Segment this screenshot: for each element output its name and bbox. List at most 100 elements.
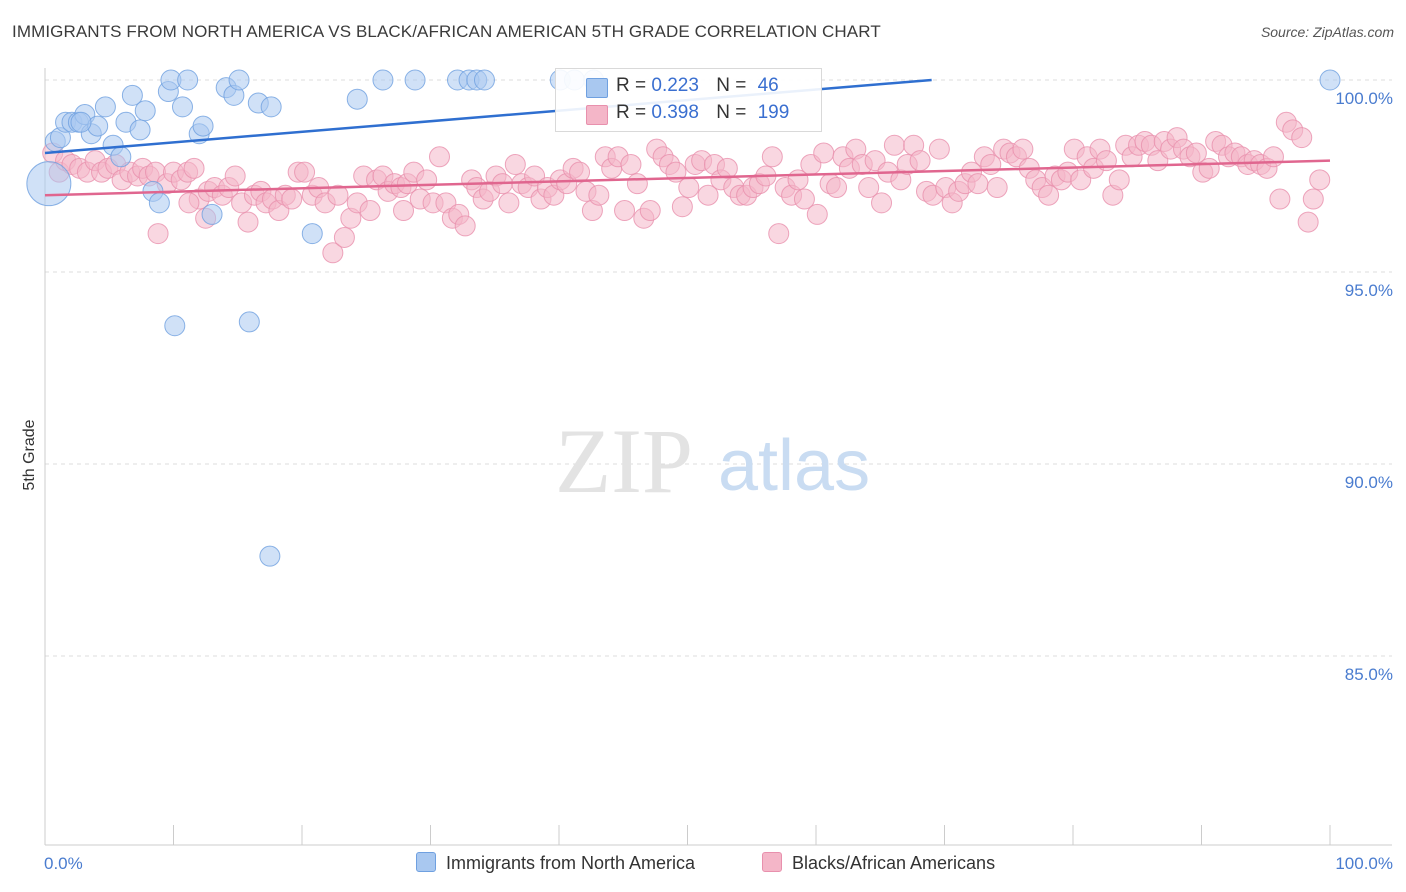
immigrants-point-25 bbox=[201, 203, 223, 225]
immigrants-point-31 bbox=[260, 96, 282, 118]
blacks-point-127 bbox=[858, 177, 880, 199]
blacks-point-39 bbox=[294, 161, 316, 183]
blacks-point-129 bbox=[871, 192, 893, 214]
blacks-point-180 bbox=[1198, 157, 1220, 179]
legend-swatch-immigrants bbox=[416, 852, 436, 872]
legend-swatch-blacks bbox=[762, 852, 782, 872]
y-tick-labels: 100.0% 95.0% 90.0% 85.0% bbox=[1335, 89, 1393, 684]
blacks-point-44 bbox=[327, 184, 349, 206]
immigrants-point-13 bbox=[121, 84, 143, 106]
blacks-point-196 bbox=[1302, 188, 1324, 210]
blacks-point-45 bbox=[333, 226, 355, 248]
legend-r-value: 0.398 bbox=[651, 102, 699, 123]
blacks-point-151 bbox=[1012, 138, 1034, 160]
immigrants-point-29 bbox=[238, 311, 260, 333]
blacks-point-58 bbox=[416, 169, 438, 191]
immigrants-point-11 bbox=[110, 146, 132, 168]
blacks-point-72 bbox=[504, 153, 526, 175]
blacks-point-122 bbox=[826, 177, 848, 199]
blacks-point-138 bbox=[928, 138, 950, 160]
blacks-point-147 bbox=[986, 177, 1008, 199]
blacks-point-91 bbox=[626, 173, 648, 195]
immigrants-point-20 bbox=[164, 315, 186, 337]
blacks-point-120 bbox=[813, 142, 835, 164]
immigrants-point-32 bbox=[259, 545, 281, 567]
source-label: Source: ZipAtlas.com bbox=[1260, 24, 1394, 40]
blacks-point-60 bbox=[428, 146, 450, 168]
blacks-point-71 bbox=[498, 192, 520, 214]
blacks-point-99 bbox=[678, 177, 700, 199]
blacks-point-37 bbox=[281, 188, 303, 210]
blacks-point-197 bbox=[1309, 169, 1331, 191]
immigrants-point-40 bbox=[473, 69, 495, 91]
legend-swatch-blue bbox=[586, 78, 608, 98]
immigrants-point-22 bbox=[177, 69, 199, 91]
legend-label-immigrants: Immigrants from North America bbox=[446, 853, 696, 873]
legend-item-immigrants: Immigrants from North America bbox=[416, 852, 695, 874]
blacks-point-85 bbox=[588, 184, 610, 206]
blacks-point-105 bbox=[716, 157, 738, 179]
blacks-point-144 bbox=[967, 173, 989, 195]
immigrants-point-34 bbox=[346, 88, 368, 110]
blacks-point-28 bbox=[224, 165, 246, 187]
blacks-point-16 bbox=[147, 223, 169, 245]
immigrants-point-36 bbox=[404, 69, 426, 91]
series-blacks-points bbox=[42, 111, 1331, 264]
immigrants-point-17 bbox=[148, 192, 170, 214]
immigrants-point-0 bbox=[26, 161, 72, 207]
legend-n-label: N = bbox=[716, 102, 747, 123]
y-tick-label-1: 95.0% bbox=[1345, 281, 1393, 300]
legend-n-value: 199 bbox=[757, 102, 790, 123]
stats-legend: R = 0.223 N = 46 R = 0.398 N = 199 bbox=[555, 68, 822, 132]
blacks-point-21 bbox=[183, 157, 205, 179]
watermark-zip: ZIP bbox=[555, 410, 693, 512]
watermark-atlas: atlas bbox=[718, 426, 870, 506]
legend-item-blacks: Blacks/African Americans bbox=[762, 852, 995, 874]
x-tick-label-1: 100.0% bbox=[1335, 854, 1393, 873]
blacks-point-64 bbox=[454, 215, 476, 237]
blacks-point-135 bbox=[909, 150, 931, 172]
blacks-point-195 bbox=[1297, 211, 1319, 233]
y-tick-label-3: 85.0% bbox=[1345, 665, 1393, 684]
immigrants-point-33 bbox=[301, 223, 323, 245]
legend-n-label: N = bbox=[716, 75, 747, 96]
blacks-point-93 bbox=[639, 200, 661, 222]
immigrants-point-35 bbox=[372, 69, 394, 91]
axes bbox=[44, 68, 1392, 846]
blacks-point-113 bbox=[768, 223, 790, 245]
blacks-point-155 bbox=[1038, 184, 1060, 206]
legend-n-value: 46 bbox=[757, 75, 779, 96]
blacks-point-199 bbox=[393, 200, 415, 222]
x-tick-label-0: 0.0% bbox=[44, 854, 83, 873]
immigrants-point-28 bbox=[228, 69, 250, 91]
legend-swatch-pink bbox=[586, 105, 608, 125]
y-tick-label-2: 90.0% bbox=[1345, 473, 1393, 492]
blacks-point-117 bbox=[793, 188, 815, 210]
blacks-point-119 bbox=[806, 203, 828, 225]
chart-title: IMMIGRANTS FROM NORTH AMERICA VS BLACK/A… bbox=[12, 22, 881, 41]
watermark: ZIP atlas bbox=[555, 410, 870, 512]
trend-line-blacks bbox=[44, 159, 1331, 197]
blacks-point-198 bbox=[178, 192, 200, 214]
blacks-point-131 bbox=[883, 134, 905, 156]
blacks-point-90 bbox=[620, 153, 642, 175]
blacks-point-82 bbox=[569, 161, 591, 183]
immigrants-point-44 bbox=[1319, 69, 1341, 91]
blacks-point-194 bbox=[1291, 127, 1313, 149]
blacks-point-166 bbox=[1108, 169, 1130, 191]
immigrants-point-45 bbox=[70, 111, 92, 133]
legend-r-value: 0.223 bbox=[651, 75, 699, 96]
immigrants-point-15 bbox=[134, 100, 156, 122]
x-tick-labels: 0.0% 100.0% bbox=[44, 854, 1393, 873]
legend-label-blacks: Blacks/African Americans bbox=[792, 853, 996, 873]
blacks-point-43 bbox=[322, 242, 344, 264]
legend-row-2: R = 0.398 N = 199 bbox=[616, 102, 789, 124]
blacks-point-49 bbox=[359, 200, 381, 222]
blacks-point-112 bbox=[761, 146, 783, 168]
immigrants-point-21 bbox=[171, 96, 193, 118]
blacks-point-102 bbox=[697, 184, 719, 206]
blacks-point-30 bbox=[237, 211, 259, 233]
blacks-point-178 bbox=[1185, 142, 1207, 164]
immigrants-point-24 bbox=[192, 115, 214, 137]
